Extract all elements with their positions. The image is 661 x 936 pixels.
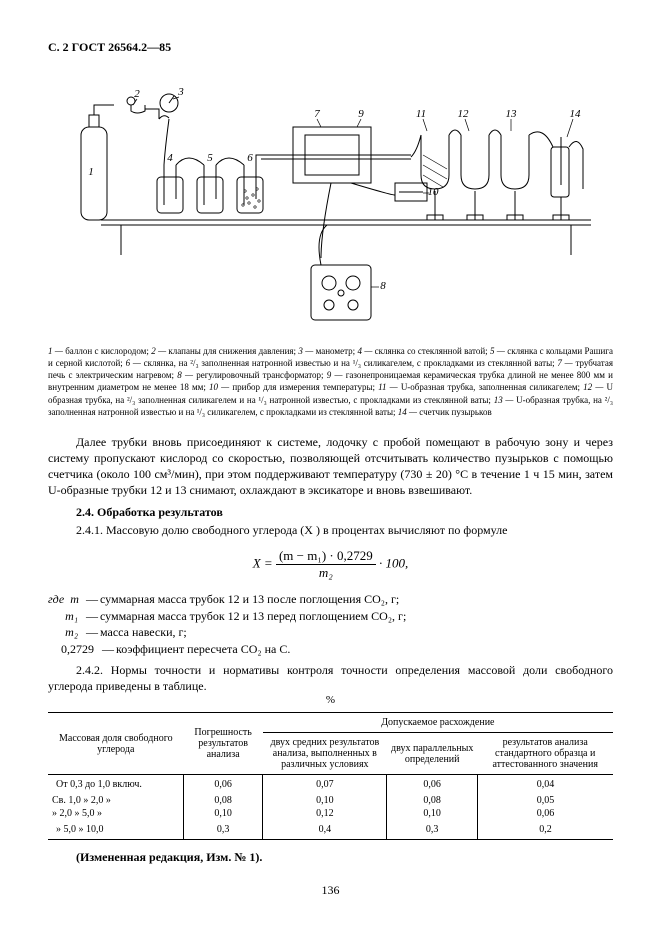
formula: X = (m − m₁) · 0,2729 m₂ · 100, (48, 548, 613, 581)
col-error: Погрешность результатов анализа (184, 713, 263, 775)
svg-text:5: 5 (207, 152, 213, 164)
svg-text:6: 6 (247, 152, 253, 164)
apparatus-figure: 1 2 3 4 5 6 7 8 9 10 11 12 13 14 (48, 65, 613, 335)
paragraph-2-4-1: 2.4.1. Массовую долю свободного углерода… (48, 522, 613, 538)
svg-text:7: 7 (314, 108, 320, 120)
svg-text:12: 12 (457, 108, 469, 120)
svg-text:13: 13 (505, 108, 517, 120)
accuracy-table: Массовая доля свободного углерода Погреш… (48, 712, 613, 840)
percent-label: % (48, 694, 613, 706)
svg-text:2: 2 (134, 88, 140, 100)
svg-text:9: 9 (358, 108, 364, 120)
svg-text:3: 3 (177, 86, 184, 98)
svg-text:4: 4 (167, 152, 173, 164)
page-number: 136 (48, 883, 613, 898)
figure-legend: 1 — баллон с кислородом; 2 — клапаны для… (48, 345, 613, 418)
col-two-parallel: двух параллельных определений (387, 733, 477, 775)
svg-text:10: 10 (427, 186, 439, 198)
variable-definitions: где m—суммарная масса трубок 12 и 13 пос… (48, 591, 613, 658)
col-discrepancy: Допускаемое расхождение (263, 713, 613, 733)
paragraph-2-4-2: 2.4.2. Нормы точности и нормативы контро… (48, 662, 613, 694)
svg-text:1: 1 (88, 166, 94, 178)
page-header: С. 2 ГОСТ 26564.2—85 (48, 40, 613, 55)
paragraph-procedure: Далее трубки вновь присоединяют к систем… (48, 434, 613, 499)
col-mass-fraction: Массовая доля свободного углерода (48, 713, 184, 775)
svg-text:11: 11 (415, 108, 425, 120)
section-2-4-title: 2.4. Обработка результатов (48, 505, 613, 520)
col-std-sample: результатов анализа стандартного образца… (477, 733, 613, 775)
svg-text:8: 8 (380, 280, 386, 292)
edition-note: (Измененная редакция, Изм. № 1). (48, 850, 613, 865)
svg-text:14: 14 (569, 108, 581, 120)
col-two-mean: двух средних результатов анализа, выполн… (263, 733, 387, 775)
